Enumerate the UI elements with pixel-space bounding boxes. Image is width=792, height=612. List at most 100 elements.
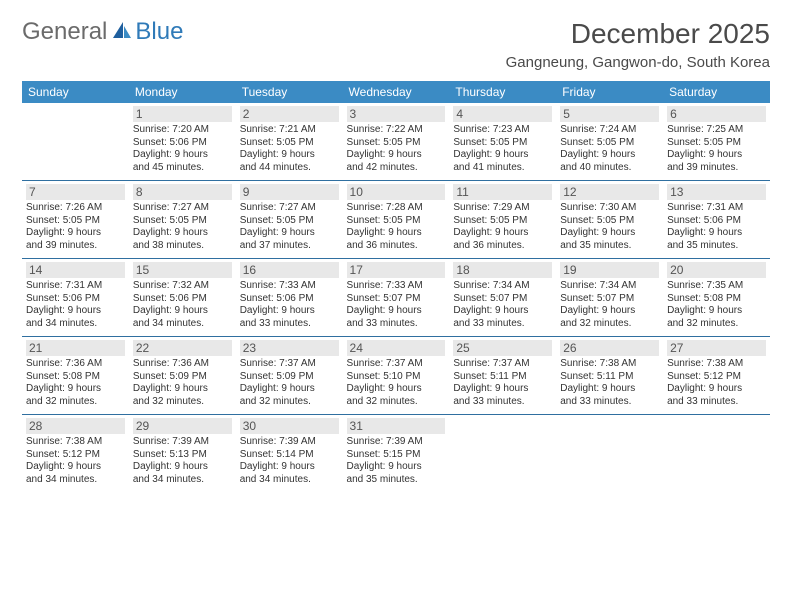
day-info-line: and 33 minutes. xyxy=(453,396,552,409)
day-info-line: Sunrise: 7:36 AM xyxy=(133,358,232,371)
day-info-line: Sunset: 5:11 PM xyxy=(560,371,659,384)
logo-text-blue: Blue xyxy=(135,18,183,46)
calendar-day-cell: 1Sunrise: 7:20 AMSunset: 5:06 PMDaylight… xyxy=(129,103,236,181)
day-info-line: Daylight: 9 hours xyxy=(453,383,552,396)
day-info-line: Daylight: 9 hours xyxy=(240,305,339,318)
day-number: 24 xyxy=(347,340,446,356)
calendar-day-cell: 27Sunrise: 7:38 AMSunset: 5:12 PMDayligh… xyxy=(663,337,770,415)
day-info-line: Sunrise: 7:35 AM xyxy=(667,280,766,293)
calendar-day-cell: 5Sunrise: 7:24 AMSunset: 5:05 PMDaylight… xyxy=(556,103,663,181)
day-number: 7 xyxy=(26,184,125,200)
calendar-day-cell: 9Sunrise: 7:27 AMSunset: 5:05 PMDaylight… xyxy=(236,181,343,259)
day-info-line: Daylight: 9 hours xyxy=(26,305,125,318)
day-number: 14 xyxy=(26,262,125,278)
calendar-table: SundayMondayTuesdayWednesdayThursdayFrid… xyxy=(22,81,770,492)
weekday-header: Saturday xyxy=(663,81,770,103)
day-info-line: and 34 minutes. xyxy=(240,474,339,487)
day-info-line: and 33 minutes. xyxy=(347,318,446,331)
day-info-line: Sunset: 5:05 PM xyxy=(347,215,446,228)
page-title: December 2025 xyxy=(506,18,770,50)
day-info-line: Sunset: 5:05 PM xyxy=(560,215,659,228)
day-info-line: Daylight: 9 hours xyxy=(133,383,232,396)
weekday-header: Friday xyxy=(556,81,663,103)
calendar-day-cell: 11Sunrise: 7:29 AMSunset: 5:05 PMDayligh… xyxy=(449,181,556,259)
day-info: Sunrise: 7:36 AMSunset: 5:08 PMDaylight:… xyxy=(26,358,125,408)
day-info: Sunrise: 7:37 AMSunset: 5:10 PMDaylight:… xyxy=(347,358,446,408)
day-info-line: Sunset: 5:05 PM xyxy=(453,215,552,228)
day-number: 6 xyxy=(667,106,766,122)
day-info-line: Sunrise: 7:34 AM xyxy=(453,280,552,293)
weekday-header: Wednesday xyxy=(343,81,450,103)
day-number: 4 xyxy=(453,106,552,122)
day-number: 29 xyxy=(133,418,232,434)
calendar-day-cell: 18Sunrise: 7:34 AMSunset: 5:07 PMDayligh… xyxy=(449,259,556,337)
day-info-line: and 36 minutes. xyxy=(347,240,446,253)
day-info-line: Sunset: 5:09 PM xyxy=(240,371,339,384)
calendar-day-cell: 4Sunrise: 7:23 AMSunset: 5:05 PMDaylight… xyxy=(449,103,556,181)
weekday-header: Sunday xyxy=(22,81,129,103)
day-info-line: Sunset: 5:08 PM xyxy=(667,293,766,306)
day-info: Sunrise: 7:37 AMSunset: 5:09 PMDaylight:… xyxy=(240,358,339,408)
day-info-line: Sunset: 5:06 PM xyxy=(26,293,125,306)
day-info: Sunrise: 7:37 AMSunset: 5:11 PMDaylight:… xyxy=(453,358,552,408)
day-info: Sunrise: 7:27 AMSunset: 5:05 PMDaylight:… xyxy=(133,202,232,252)
calendar-day-cell: 6Sunrise: 7:25 AMSunset: 5:05 PMDaylight… xyxy=(663,103,770,181)
day-info: Sunrise: 7:31 AMSunset: 5:06 PMDaylight:… xyxy=(26,280,125,330)
day-info-line: Sunrise: 7:26 AM xyxy=(26,202,125,215)
day-info-line: and 32 minutes. xyxy=(240,396,339,409)
weekday-header: Thursday xyxy=(449,81,556,103)
day-info-line: Sunrise: 7:39 AM xyxy=(347,436,446,449)
day-info-line: and 40 minutes. xyxy=(560,162,659,175)
day-info-line: Sunrise: 7:36 AM xyxy=(26,358,125,371)
day-info-line: Daylight: 9 hours xyxy=(347,383,446,396)
calendar-day-cell: 25Sunrise: 7:37 AMSunset: 5:11 PMDayligh… xyxy=(449,337,556,415)
day-info: Sunrise: 7:39 AMSunset: 5:15 PMDaylight:… xyxy=(347,436,446,486)
day-info: Sunrise: 7:34 AMSunset: 5:07 PMDaylight:… xyxy=(453,280,552,330)
day-info-line: Daylight: 9 hours xyxy=(667,227,766,240)
day-number: 23 xyxy=(240,340,339,356)
day-info-line: and 42 minutes. xyxy=(347,162,446,175)
day-info-line: Sunrise: 7:20 AM xyxy=(133,124,232,137)
calendar-day-cell: 12 Sunrise: 7:30 AMSunset: 5:05 PMDayligh… xyxy=(556,181,663,259)
day-info-line: Sunrise: 7:23 AM xyxy=(453,124,552,137)
day-info-line: Daylight: 9 hours xyxy=(133,461,232,474)
calendar-day-cell: 15Sunrise: 7:32 AMSunset: 5:06 PMDayligh… xyxy=(129,259,236,337)
day-info: Sunrise: 7:21 AMSunset: 5:05 PMDaylight:… xyxy=(240,124,339,174)
calendar-week-row: 28 Sunrise: 7:38 AMSunset: 5:12 PMDayligh… xyxy=(22,415,770,493)
day-info-line: Daylight: 9 hours xyxy=(26,227,125,240)
day-info-line: Sunset: 5:14 PM xyxy=(240,449,339,462)
day-number: 22 xyxy=(133,340,232,356)
day-info-line: Sunrise: 7:38 AM xyxy=(26,436,125,449)
day-info: Sunrise: 7:30 AMSunset: 5:05 PMDaylight:… xyxy=(560,202,659,252)
day-info: Sunrise: 7:35 AMSunset: 5:08 PMDaylight:… xyxy=(667,280,766,330)
calendar-day-cell: 26Sunrise: 7:38 AMSunset: 5:11 PMDayligh… xyxy=(556,337,663,415)
weekday-header: Monday xyxy=(129,81,236,103)
day-info: Sunrise: 7:39 AMSunset: 5:13 PMDaylight:… xyxy=(133,436,232,486)
day-info-line: and 34 minutes. xyxy=(133,474,232,487)
day-number: 28 xyxy=(26,418,125,434)
day-info-line: and 39 minutes. xyxy=(26,240,125,253)
day-info-line: and 32 minutes. xyxy=(347,396,446,409)
day-info-line: Sunset: 5:05 PM xyxy=(347,137,446,150)
calendar-day-cell: 30Sunrise: 7:39 AMSunset: 5:14 PMDayligh… xyxy=(236,415,343,493)
calendar-day-cell: 19Sunrise: 7:34 AMSunset: 5:07 PMDayligh… xyxy=(556,259,663,337)
day-info-line: Daylight: 9 hours xyxy=(453,227,552,240)
day-number: 27 xyxy=(667,340,766,356)
calendar-day-cell: 17Sunrise: 7:33 AMSunset: 5:07 PMDayligh… xyxy=(343,259,450,337)
calendar-day-cell: 23 Sunrise: 7:37 AMSunset: 5:09 PMDayligh… xyxy=(236,337,343,415)
day-number: 12 xyxy=(560,184,659,200)
day-number: 17 xyxy=(347,262,446,278)
day-info-line: Sunrise: 7:37 AM xyxy=(347,358,446,371)
day-info-line: Sunrise: 7:25 AM xyxy=(667,124,766,137)
day-number: 30 xyxy=(240,418,339,434)
calendar-week-row: 7Sunrise: 7:26 AMSunset: 5:05 PMDaylight… xyxy=(22,181,770,259)
day-info: Sunrise: 7:38 AMSunset: 5:12 PMDaylight:… xyxy=(26,436,125,486)
day-info-line: Sunrise: 7:38 AM xyxy=(560,358,659,371)
calendar-day-cell: 24 Sunrise: 7:37 AMSunset: 5:10 PMDayligh… xyxy=(343,337,450,415)
day-number: 26 xyxy=(560,340,659,356)
day-info: Sunrise: 7:33 AMSunset: 5:06 PMDaylight:… xyxy=(240,280,339,330)
day-number: 19 xyxy=(560,262,659,278)
day-number: 21 xyxy=(26,340,125,356)
day-info-line: and 33 minutes. xyxy=(667,396,766,409)
day-info-line: Sunrise: 7:27 AM xyxy=(240,202,339,215)
